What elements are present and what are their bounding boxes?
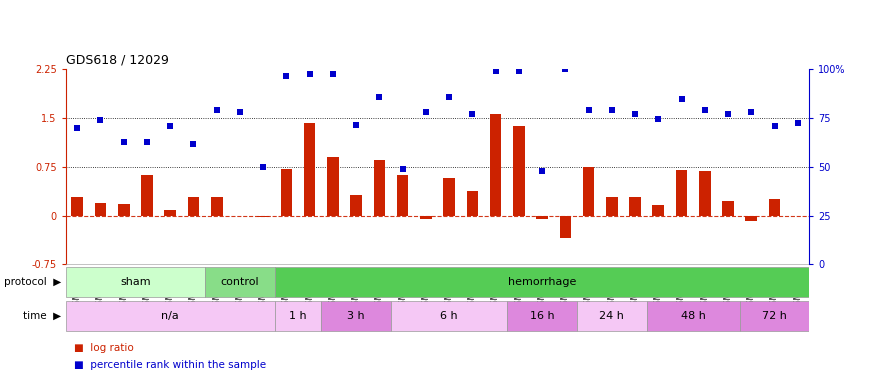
Point bbox=[70, 125, 84, 131]
Bar bbox=[304, 123, 316, 216]
Point bbox=[582, 107, 596, 113]
Point bbox=[488, 68, 502, 74]
Point bbox=[186, 141, 200, 147]
Bar bbox=[559, 216, 571, 238]
Point bbox=[419, 109, 433, 115]
Point bbox=[605, 107, 619, 113]
Text: GDS618 / 12029: GDS618 / 12029 bbox=[66, 54, 169, 67]
Point bbox=[164, 123, 178, 129]
Text: protocol  ▶: protocol ▶ bbox=[4, 277, 61, 287]
Bar bbox=[94, 202, 106, 216]
Bar bbox=[444, 178, 455, 216]
Bar bbox=[629, 197, 640, 216]
Bar bbox=[72, 197, 83, 216]
Bar bbox=[420, 216, 431, 219]
Bar bbox=[321, 301, 391, 331]
Bar bbox=[281, 169, 292, 216]
Bar bbox=[350, 195, 362, 216]
Text: n/a: n/a bbox=[161, 311, 179, 321]
Bar bbox=[205, 267, 275, 297]
Point bbox=[697, 107, 711, 113]
Bar bbox=[769, 200, 780, 216]
Text: 16 h: 16 h bbox=[529, 311, 555, 321]
Point bbox=[396, 166, 410, 172]
Text: 72 h: 72 h bbox=[762, 311, 787, 321]
Bar bbox=[391, 301, 507, 331]
Text: control: control bbox=[220, 277, 259, 287]
Point bbox=[651, 116, 665, 122]
Bar bbox=[577, 301, 647, 331]
Bar bbox=[676, 170, 688, 216]
Point bbox=[442, 94, 456, 100]
Bar bbox=[164, 210, 176, 216]
Text: 6 h: 6 h bbox=[440, 311, 458, 321]
Point bbox=[512, 68, 526, 74]
Point bbox=[233, 109, 247, 115]
Bar bbox=[327, 157, 339, 216]
Point bbox=[558, 66, 572, 72]
Bar bbox=[257, 216, 269, 217]
Point bbox=[373, 94, 387, 100]
Bar bbox=[275, 267, 809, 297]
Point bbox=[326, 71, 340, 77]
Bar bbox=[722, 201, 734, 216]
Text: hemorrhage: hemorrhage bbox=[507, 277, 577, 287]
Bar bbox=[739, 301, 809, 331]
Point bbox=[349, 122, 363, 128]
Text: 48 h: 48 h bbox=[681, 311, 705, 321]
Point bbox=[536, 168, 550, 174]
Bar bbox=[653, 205, 664, 216]
Bar bbox=[513, 126, 525, 216]
Point bbox=[303, 71, 317, 77]
Bar bbox=[66, 301, 275, 331]
Point bbox=[210, 107, 224, 113]
Point bbox=[767, 123, 781, 129]
Bar bbox=[647, 301, 739, 331]
Text: time  ▶: time ▶ bbox=[23, 311, 61, 321]
Point bbox=[791, 120, 805, 126]
Bar bbox=[466, 191, 478, 216]
Point bbox=[140, 139, 154, 145]
Bar bbox=[141, 176, 153, 216]
Point bbox=[745, 109, 759, 115]
Bar bbox=[699, 171, 710, 216]
Bar bbox=[507, 301, 577, 331]
Bar bbox=[397, 176, 409, 216]
Text: 24 h: 24 h bbox=[599, 311, 624, 321]
Point bbox=[721, 111, 735, 117]
Point bbox=[466, 111, 480, 117]
Bar bbox=[536, 216, 548, 219]
Text: 1 h: 1 h bbox=[290, 311, 307, 321]
Point bbox=[628, 111, 642, 117]
Text: sham: sham bbox=[120, 277, 150, 287]
Bar bbox=[118, 204, 130, 216]
Text: 3 h: 3 h bbox=[347, 311, 365, 321]
Bar bbox=[187, 197, 200, 216]
Text: ■  log ratio: ■ log ratio bbox=[74, 343, 134, 353]
Bar bbox=[606, 197, 618, 216]
Text: ■  percentile rank within the sample: ■ percentile rank within the sample bbox=[74, 360, 267, 370]
Point bbox=[279, 73, 293, 79]
Bar bbox=[746, 216, 757, 221]
Bar bbox=[66, 267, 205, 297]
Bar bbox=[211, 197, 222, 216]
Point bbox=[116, 139, 130, 145]
Bar bbox=[275, 301, 321, 331]
Point bbox=[256, 164, 270, 170]
Point bbox=[94, 117, 108, 123]
Bar bbox=[490, 114, 501, 216]
Bar bbox=[583, 167, 594, 216]
Bar bbox=[374, 160, 385, 216]
Point bbox=[675, 96, 689, 102]
